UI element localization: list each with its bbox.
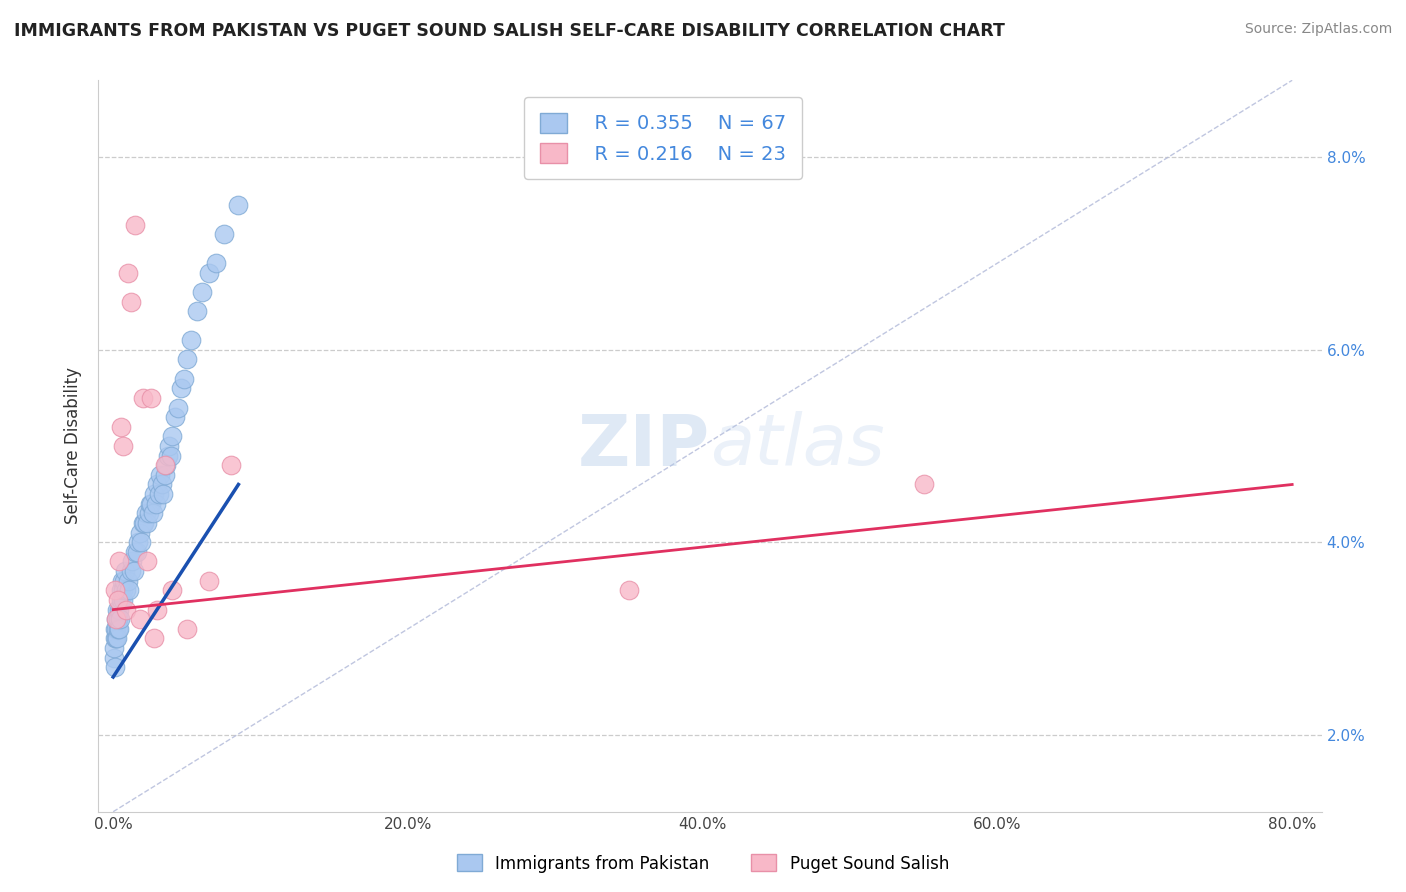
Point [124, 218, 146, 232]
Point [128, 525, 150, 540]
Point [107, 622, 129, 636]
Point [125, 545, 148, 559]
Point [165, 410, 187, 425]
Point [141, 497, 163, 511]
Point [115, 583, 138, 598]
Point [155, 458, 177, 473]
Point [111, 593, 134, 607]
Point [128, 612, 150, 626]
Point [131, 516, 153, 530]
Point [108, 612, 131, 626]
Point [120, 294, 142, 309]
Text: atlas: atlas [710, 411, 884, 481]
Y-axis label: Self-Care Disability: Self-Care Disability [65, 368, 83, 524]
Point [124, 545, 146, 559]
Point [143, 487, 166, 501]
Point [136, 554, 159, 568]
Point [157, 439, 180, 453]
Point [159, 449, 181, 463]
Point [138, 507, 160, 521]
Point [139, 497, 162, 511]
Point [105, 612, 128, 626]
Point [198, 266, 221, 280]
Point [104, 622, 127, 636]
Point [107, 612, 129, 626]
Point [108, 554, 131, 568]
Text: Source: ZipAtlas.com: Source: ZipAtlas.com [1244, 22, 1392, 37]
Point [115, 602, 138, 616]
Point [153, 458, 176, 473]
Legend:   R = 0.355    N = 67,   R = 0.216    N = 23: R = 0.355 N = 67, R = 0.216 N = 23 [524, 97, 801, 179]
Point [110, 419, 132, 434]
Point [198, 574, 221, 588]
Point [122, 564, 145, 578]
Point [129, 535, 152, 549]
Point [111, 574, 134, 588]
Point [160, 429, 183, 443]
Point [617, 583, 640, 598]
Point [176, 622, 198, 636]
Point [118, 583, 141, 598]
Point [219, 458, 242, 473]
Point [145, 497, 167, 511]
Point [142, 507, 165, 521]
Text: ZIP: ZIP [578, 411, 710, 481]
Text: IMMIGRANTS FROM PAKISTAN VS PUGET SOUND SALISH SELF-CARE DISABILITY CORRELATION : IMMIGRANTS FROM PAKISTAN VS PUGET SOUND … [14, 22, 1005, 40]
Point [205, 256, 228, 270]
Point [105, 632, 128, 646]
Point [114, 564, 136, 578]
Legend: Immigrants from Pakistan, Puget Sound Salish: Immigrants from Pakistan, Puget Sound Sa… [450, 847, 956, 880]
Point [141, 391, 163, 405]
Point [160, 583, 183, 598]
Point [167, 401, 190, 415]
Point [103, 650, 125, 665]
Point [143, 632, 166, 646]
Point [107, 593, 129, 607]
Point [103, 641, 125, 656]
Point [105, 622, 128, 636]
Point [121, 554, 143, 568]
Point [107, 622, 129, 636]
Point [146, 602, 169, 616]
Point [112, 574, 135, 588]
Point [153, 467, 176, 482]
Point [180, 333, 202, 347]
Point [149, 467, 172, 482]
Point [150, 477, 173, 491]
Point [152, 487, 174, 501]
Point [120, 564, 142, 578]
Point [190, 285, 212, 299]
Point [107, 612, 129, 626]
Point [148, 487, 170, 501]
Point [228, 198, 250, 212]
Point [108, 602, 131, 616]
Point [117, 574, 139, 588]
Point [156, 449, 179, 463]
Point [176, 352, 198, 367]
Point [112, 439, 135, 453]
Point [912, 477, 935, 491]
Point [135, 507, 157, 521]
Point [170, 381, 193, 395]
Point [105, 612, 128, 626]
Point [110, 593, 132, 607]
Point [136, 516, 159, 530]
Point [146, 477, 169, 491]
Point [105, 602, 128, 616]
Point [127, 535, 149, 549]
Point [104, 660, 127, 674]
Point [104, 583, 127, 598]
Point [104, 632, 127, 646]
Point [173, 371, 195, 385]
Point [117, 266, 139, 280]
Point [131, 391, 153, 405]
Point [110, 583, 132, 598]
Point [212, 227, 235, 242]
Point [104, 632, 127, 646]
Point [186, 304, 208, 318]
Point [112, 583, 135, 598]
Point [132, 516, 155, 530]
